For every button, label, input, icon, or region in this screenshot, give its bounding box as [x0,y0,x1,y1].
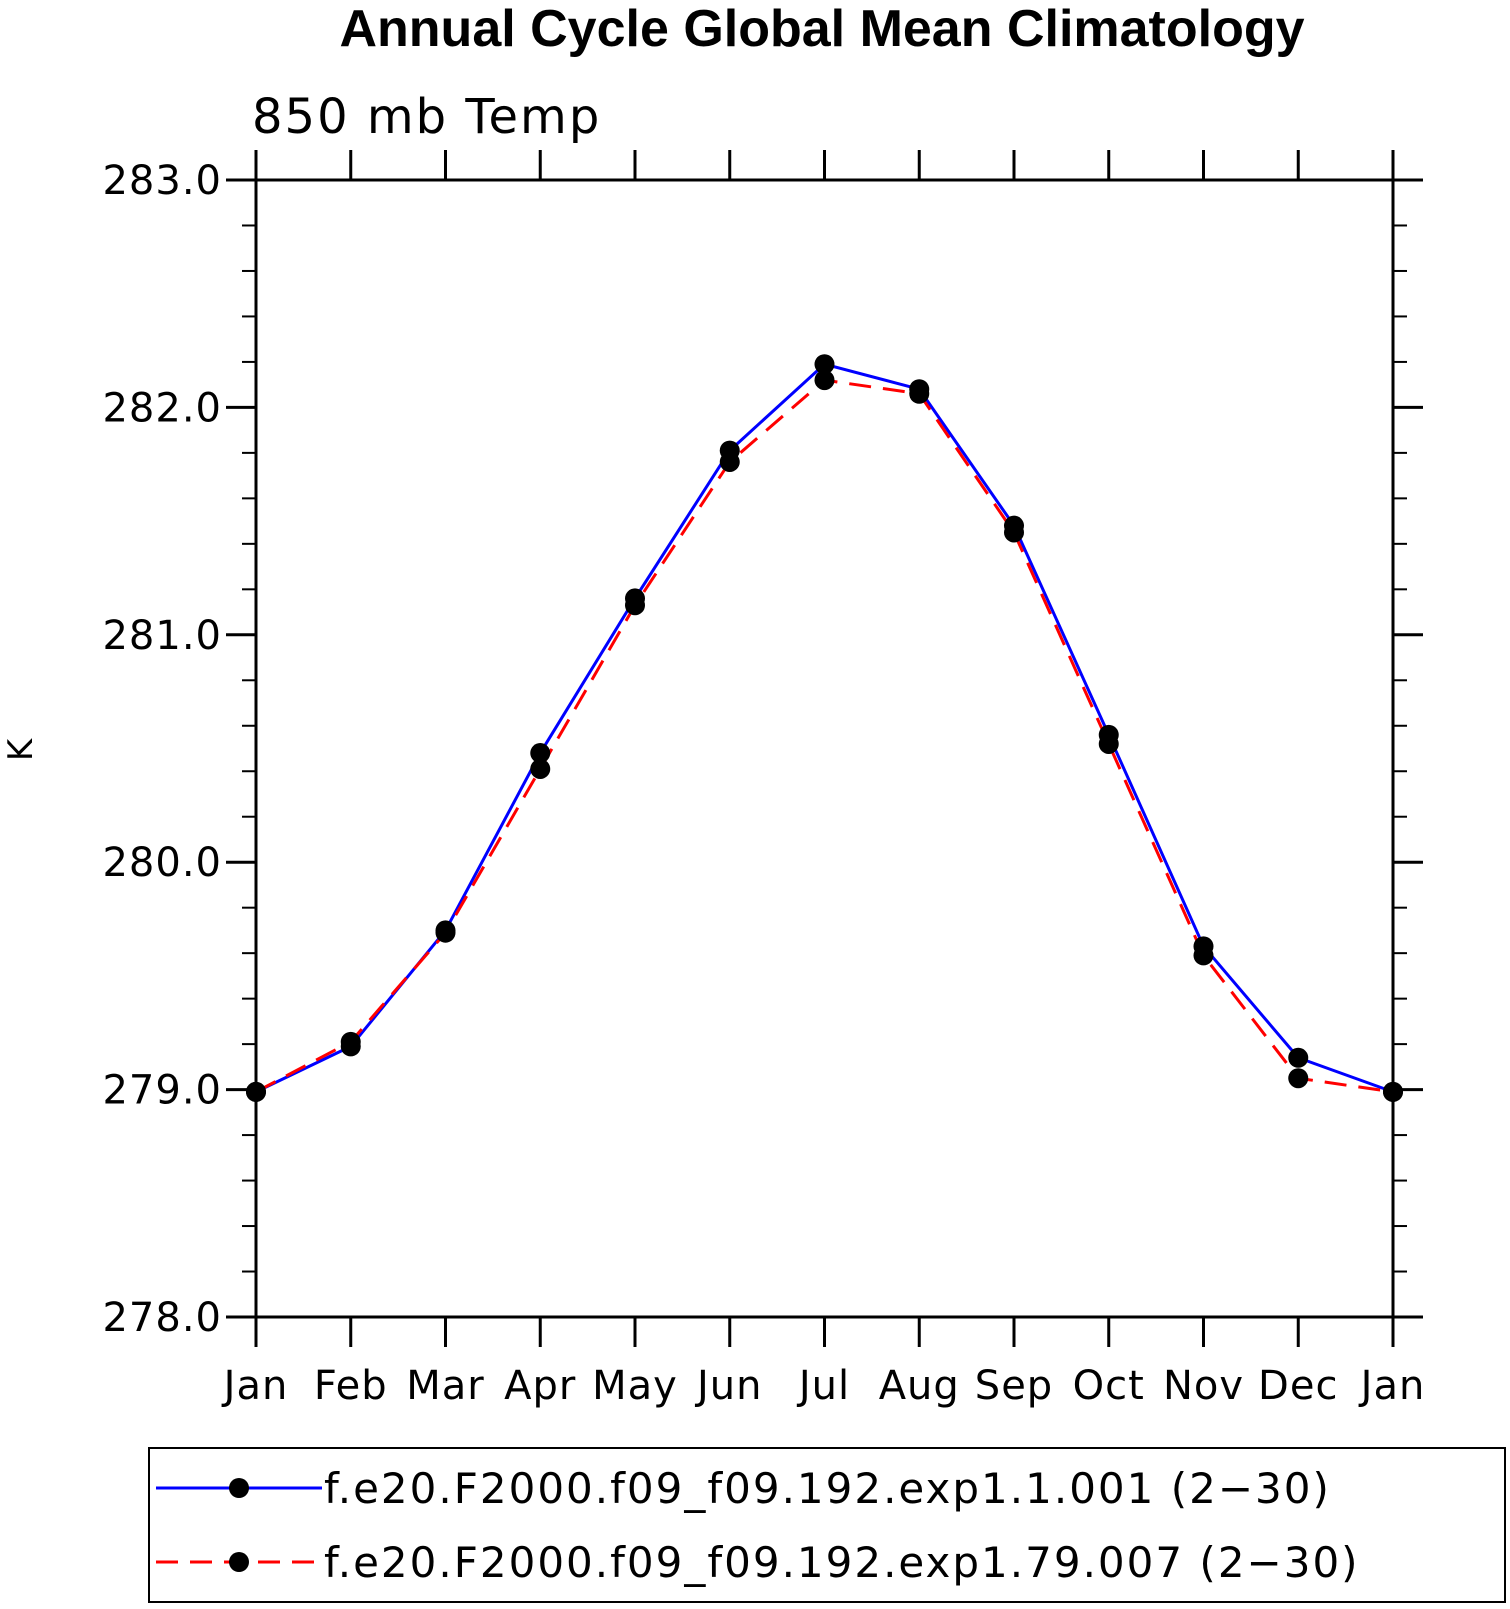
series-1-point [814,354,835,375]
y-tick-label: 281.0 [102,613,222,659]
series-2-point [1193,945,1214,966]
y-tick-label: 280.0 [102,840,222,886]
axis-ticks [226,150,1423,1347]
plot-frame [254,178,1395,1319]
series-markers [246,354,1403,1102]
series-2-point [814,370,835,391]
x-tick-label: May [592,1363,678,1409]
series-2-point [340,1031,361,1052]
series-2-point [435,922,456,943]
series-line-2 [255,378,1394,1094]
x-tick-label: Mar [406,1363,484,1409]
y-tick-label: 279.0 [102,1068,222,1114]
series-lines [255,362,1394,1094]
x-tick-label: Jan [1358,1363,1426,1409]
x-tick-label: Sep [975,1363,1053,1409]
y-tick-label: 278.0 [102,1295,222,1341]
y-tick-label: 283.0 [102,158,222,204]
legend-marker-1 [229,1478,249,1498]
series-2-point [1288,1068,1309,1089]
series-2-point [909,383,930,404]
series-2-point [1383,1081,1403,1102]
x-tick-label: Apr [504,1363,576,1409]
x-tick-label: Feb [314,1363,388,1409]
legend-marker-2 [229,1552,249,1572]
x-tick-label: Jan [221,1363,289,1409]
series-2-point [1098,733,1119,754]
series-2-point [719,451,740,472]
series-1-point [530,743,551,764]
y-tick-labels: 278.0 279.0 280.0 281.0 282.0 283.0 [102,158,222,1341]
series-1-point [1288,1047,1309,1068]
x-tick-label: Nov [1163,1363,1244,1409]
x-tick-label: Jun [694,1363,763,1409]
chart-title: Annual Cycle Global Mean Climatology [339,0,1304,58]
legend-label-1: f.e20.F2000.f09_f09.192.exp1.1.001 (2−30… [324,1464,1331,1513]
series-2-point [246,1081,266,1102]
x-tick-label: Aug [879,1363,960,1409]
series-2-point [530,758,551,779]
series-2-point [625,595,645,616]
x-tick-label: Oct [1073,1363,1145,1409]
series-2-point [1004,522,1024,543]
chart-subtitle: 850 mb Temp [252,89,601,145]
series-line-1 [255,362,1394,1094]
legend-label-2: f.e20.F2000.f09_f09.192.exp1.79.007 (2−3… [324,1538,1360,1587]
legend: f.e20.F2000.f09_f09.192.exp1.1.001 (2−30… [156,1464,1360,1587]
x-tick-labels: Jan Feb Mar Apr May Jun Jul Aug Sep Oct Nov Dec Jan [221,1363,1426,1409]
y-axis-title: K [1,737,41,761]
x-tick-label: Jul [796,1363,850,1409]
y-tick-label: 282.0 [102,385,222,431]
x-tick-label: Dec [1258,1363,1338,1409]
legend-box [148,1447,1506,1603]
